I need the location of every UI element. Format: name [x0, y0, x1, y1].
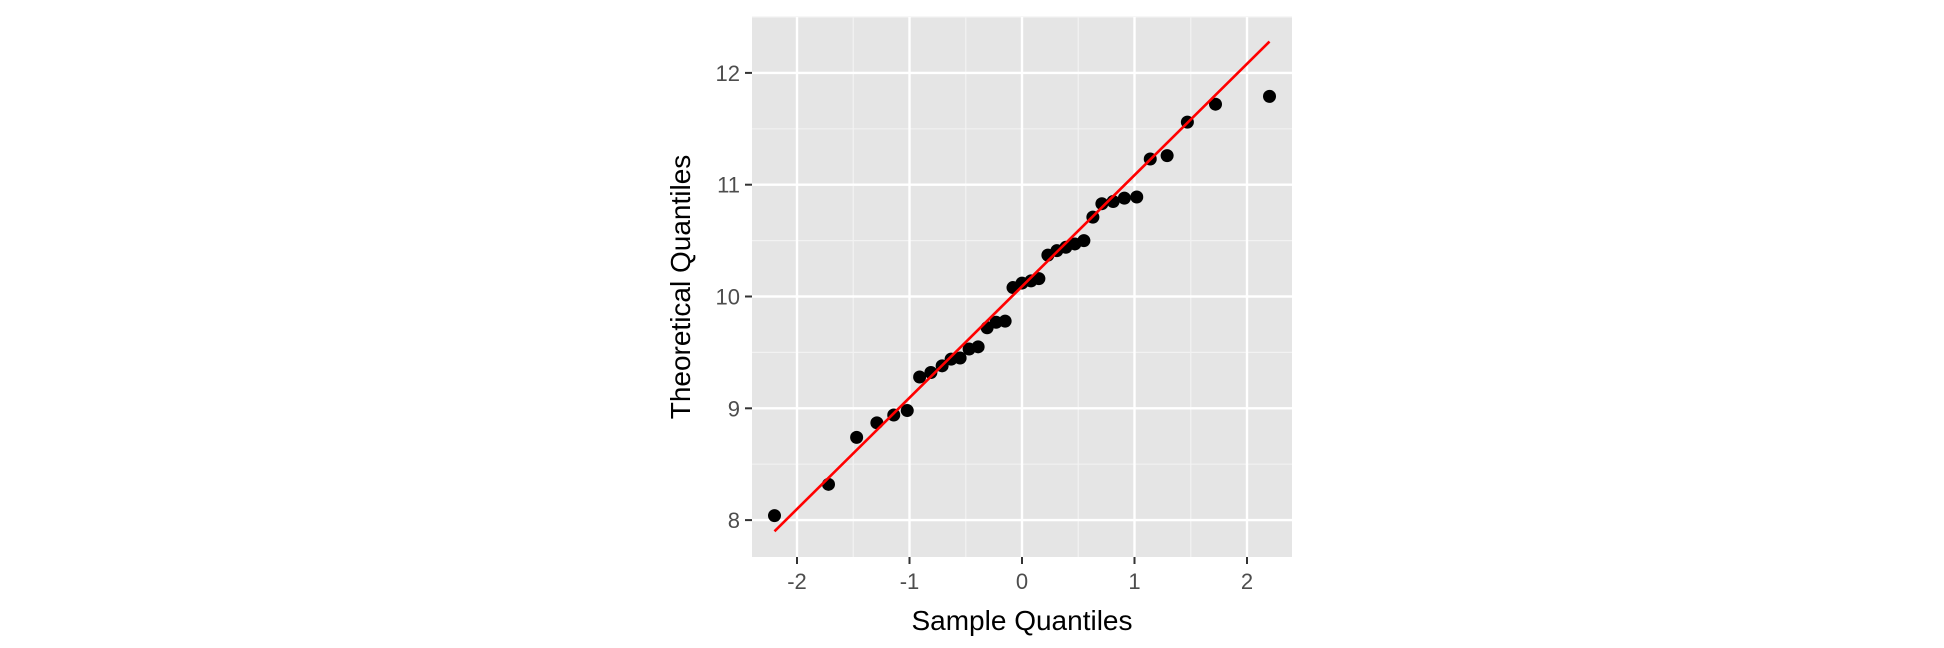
data-point — [1263, 89, 1276, 103]
data-point — [1077, 234, 1091, 248]
major-gridlines — [752, 17, 1292, 557]
data-point — [971, 340, 985, 354]
data-point — [822, 477, 835, 491]
series-layer — [768, 40, 1276, 533]
y-axis-title: Theoretical Quantiles — [665, 155, 696, 420]
x-tick-label: 0 — [1016, 569, 1028, 594]
data-point — [1117, 191, 1131, 205]
reference-line — [773, 40, 1271, 533]
data-point — [1130, 190, 1144, 204]
data-point — [953, 351, 967, 365]
y-tick-label: 12 — [716, 61, 740, 86]
data-point — [913, 370, 927, 384]
y-tick-label: 8 — [728, 508, 740, 533]
axis-ticks — [745, 71, 1248, 564]
data-point — [870, 416, 884, 430]
data-point — [1032, 272, 1046, 286]
x-axis-title: Sample Quantiles — [911, 605, 1132, 636]
y-tick-label: 11 — [717, 173, 740, 198]
x-tick-labels: -2 -1 0 1 2 — [787, 569, 1253, 594]
y-tick-label: 10 — [716, 285, 740, 310]
y-tick-labels: 8 9 10 11 12 — [716, 61, 740, 533]
data-point — [1209, 97, 1222, 111]
data-point — [1095, 197, 1109, 211]
x-tick-label: -1 — [900, 569, 920, 594]
data-point — [850, 430, 864, 444]
data-point — [900, 404, 914, 418]
data-point — [1160, 149, 1174, 163]
data-point — [768, 509, 781, 523]
x-tick-label: 1 — [1128, 569, 1140, 594]
x-tick-label: 2 — [1241, 569, 1253, 594]
data-point — [924, 366, 938, 380]
x-tick-label: -2 — [787, 569, 807, 594]
y-tick-label: 9 — [728, 396, 740, 421]
data-point — [998, 314, 1012, 328]
